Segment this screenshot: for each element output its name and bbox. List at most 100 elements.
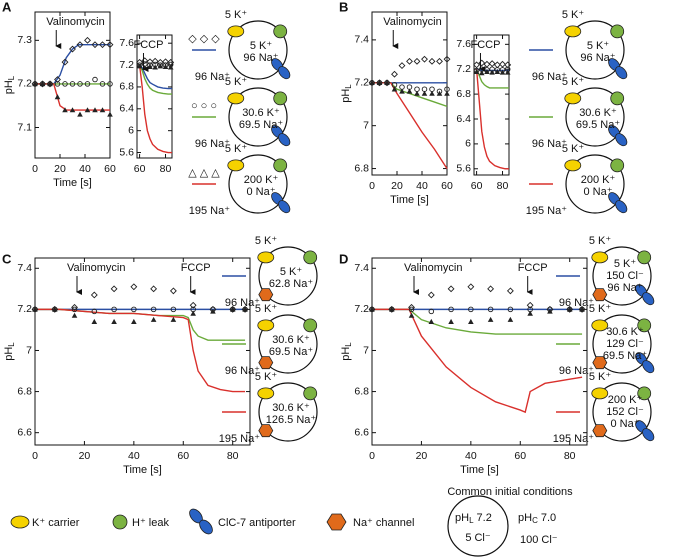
x-axis-label: Time [s] [390, 194, 429, 206]
y-axis-label: pHL [340, 84, 353, 103]
outside-bottom-label: 96 Na⁺ [559, 297, 594, 309]
inside-label: 0 Na⁺ [583, 186, 612, 198]
data-point [167, 64, 174, 70]
x-tick-label: 80 [160, 163, 172, 175]
data-point [71, 303, 78, 311]
outside-top-label: 5 K⁺ [589, 303, 612, 315]
data-point [54, 76, 61, 83]
data-line [475, 68, 509, 89]
lumen-cl: 5 Cl⁻ [465, 532, 491, 544]
data-point [242, 306, 248, 312]
data-point [189, 301, 197, 309]
data-point [493, 61, 501, 69]
data-point [92, 76, 98, 83]
inside-label: 5 K⁺ [250, 40, 273, 52]
k-carrier-icon [591, 251, 609, 264]
x-tick-label: 0 [32, 450, 38, 462]
data-point [478, 59, 486, 67]
data-point [157, 63, 164, 69]
x-axis-label: Time [s] [460, 464, 499, 476]
y-axis-label-main: pH [340, 347, 352, 361]
data-point [408, 303, 415, 311]
common-vesicle [447, 495, 509, 557]
inside-label: 69.5 Na⁺ [239, 119, 284, 131]
h-leak-icon [303, 386, 318, 401]
data-point [483, 60, 491, 68]
data-line [35, 83, 110, 111]
inside-label: 5 K⁺ [587, 40, 610, 52]
outside-top-label: 5 K⁺ [225, 76, 248, 88]
data-point [69, 81, 76, 87]
data-point [110, 285, 118, 293]
x-axis-label: Time [s] [53, 177, 92, 189]
marker-symbol: △ △ △ [188, 167, 220, 179]
data-point [421, 90, 428, 96]
outside-bottom-label: 96 Na⁺ [225, 365, 260, 377]
x-tick-label: 60 [471, 180, 483, 192]
clc7-icon [615, 66, 628, 80]
data-point [408, 306, 415, 313]
inside-label: 0 Na⁺ [610, 418, 639, 430]
data-point [526, 301, 534, 309]
x-tick-label: 80 [564, 450, 576, 462]
data-point [99, 81, 106, 87]
y-tick-label: 7.2 [119, 59, 134, 71]
y-tick-label: 7.2 [17, 303, 32, 315]
y-axis-label-main: pH [340, 89, 352, 103]
data-point [414, 90, 420, 96]
vesicle [592, 314, 652, 374]
na-channel-icon [592, 424, 608, 438]
data-point [131, 306, 137, 313]
outside-top-label: 5 K⁺ [562, 9, 585, 21]
annotation: Valinomycin [67, 262, 126, 274]
x-tick-label: 60 [134, 163, 146, 175]
data-point [478, 70, 485, 76]
data-point [487, 316, 494, 322]
x-tick-label: 80 [227, 450, 239, 462]
data-point [51, 306, 58, 312]
x-tick-label: 20 [391, 180, 403, 192]
y-tick-label: 6.8 [119, 81, 134, 93]
data-point [473, 68, 480, 74]
vesicle [565, 20, 625, 80]
data-point [413, 57, 421, 65]
y-tick-label: 7.4 [17, 262, 32, 274]
outside-top-label: 5 K⁺ [562, 143, 585, 155]
x-tick-label: 40 [465, 450, 477, 462]
na-channel-icon [592, 288, 608, 302]
data-point [399, 88, 405, 94]
clc7-icon [199, 519, 213, 535]
y-tick-label: 6 [128, 124, 134, 136]
y-tick-label: 7.6 [119, 37, 134, 49]
annotation: FCCP [181, 262, 211, 274]
data-point [130, 283, 138, 291]
h-leak-icon [610, 24, 625, 39]
data-point [71, 312, 78, 318]
data-point [436, 57, 443, 65]
inside-label: 69.5 Na⁺ [269, 346, 314, 358]
data-point [388, 306, 395, 312]
k-carrier-icon [591, 387, 609, 400]
h-leak-icon [303, 250, 318, 265]
x-tick-label: 0 [32, 163, 38, 175]
x-tick-label: 80 [497, 180, 509, 192]
k-carrier-icon [257, 251, 275, 264]
ph-main: pH [518, 512, 532, 524]
data-point [398, 62, 406, 70]
outside-bottom-label: 96 Na⁺ [195, 71, 230, 83]
k-carrier-icon [227, 92, 245, 105]
x-tick-label: 0 [369, 450, 375, 462]
data-point [39, 81, 46, 87]
data-point [141, 57, 149, 65]
vesicle [228, 87, 288, 147]
inside-label: 30.6 K⁺ [272, 334, 310, 346]
h-leak-icon [637, 386, 652, 401]
data-point [62, 81, 68, 87]
vesicle [592, 382, 652, 442]
vesicle [565, 154, 625, 214]
data-point [579, 306, 585, 312]
ph-main: pH [455, 512, 469, 524]
x-tick-label: 20 [54, 163, 66, 175]
k-carrier-icon [564, 92, 582, 105]
y-tick-label: 7 [363, 119, 369, 131]
